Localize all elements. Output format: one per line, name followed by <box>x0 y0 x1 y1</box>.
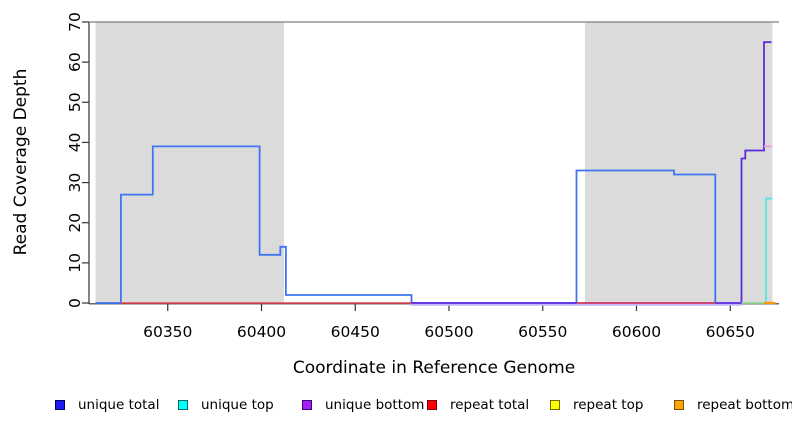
legend-swatch-repeat-total <box>427 400 437 410</box>
legend-item-unique-bottom: unique bottom <box>302 397 424 413</box>
legend-item-unique-total: unique total <box>55 397 159 413</box>
x-tick-label: 60450 <box>331 323 380 341</box>
legend-label: unique bottom <box>325 397 425 413</box>
legend-label: repeat top <box>573 397 644 413</box>
legend-swatch-unique-bottom <box>302 400 312 410</box>
y-tick-label: 10 <box>66 253 84 273</box>
series-unique-total <box>95 145 717 304</box>
y-tick-label: 0 <box>66 298 84 308</box>
x-tick-label: 60550 <box>518 323 567 341</box>
shaded-region-2 <box>584 22 773 303</box>
legend: unique total unique top unique bottom repea… <box>0 397 792 417</box>
legend-swatch-unique-total <box>55 400 65 410</box>
legend-swatch-unique-top <box>178 400 188 410</box>
y-tick-label: 70 <box>66 12 84 32</box>
legend-swatch-repeat-bottom <box>674 400 684 410</box>
legend-label: unique top <box>201 397 274 413</box>
legend-swatch-repeat-top <box>550 400 560 410</box>
series-unique-top <box>765 197 773 303</box>
legend-item-repeat-top: repeat top <box>550 397 643 413</box>
y-tick-label: 30 <box>66 173 84 193</box>
series-unique-bottom <box>409 41 772 304</box>
legend-label: unique total <box>78 397 160 413</box>
x-tick-label: 60500 <box>424 323 473 341</box>
legend-item-unique-top: unique top <box>178 397 274 413</box>
y-axis-title: Read Coverage Depth <box>11 68 31 256</box>
shaded-region-1 <box>95 22 284 303</box>
x-tick-label: 60600 <box>612 323 661 341</box>
y-tick-label: 60 <box>66 52 84 72</box>
legend-item-repeat-total: repeat total <box>427 397 529 413</box>
legend-item-repeat-bottom: repeat bottom <box>674 397 792 413</box>
coverage-plot: 60350 60400 60450 60500 60550 60600 60650 0 10 20… <box>66 12 779 341</box>
x-tick-label: 60400 <box>237 323 286 341</box>
legend-label: repeat total <box>450 397 530 413</box>
x-tick-label: 60350 <box>143 323 192 341</box>
legend-label: repeat bottom <box>697 397 792 413</box>
y-tick-label: 20 <box>66 213 84 233</box>
x-axis-title: Coordinate in Reference Genome <box>292 358 576 378</box>
y-tick-label: 50 <box>66 92 84 112</box>
y-tick-label: 40 <box>66 133 84 153</box>
x-tick-label: 60650 <box>706 323 755 341</box>
